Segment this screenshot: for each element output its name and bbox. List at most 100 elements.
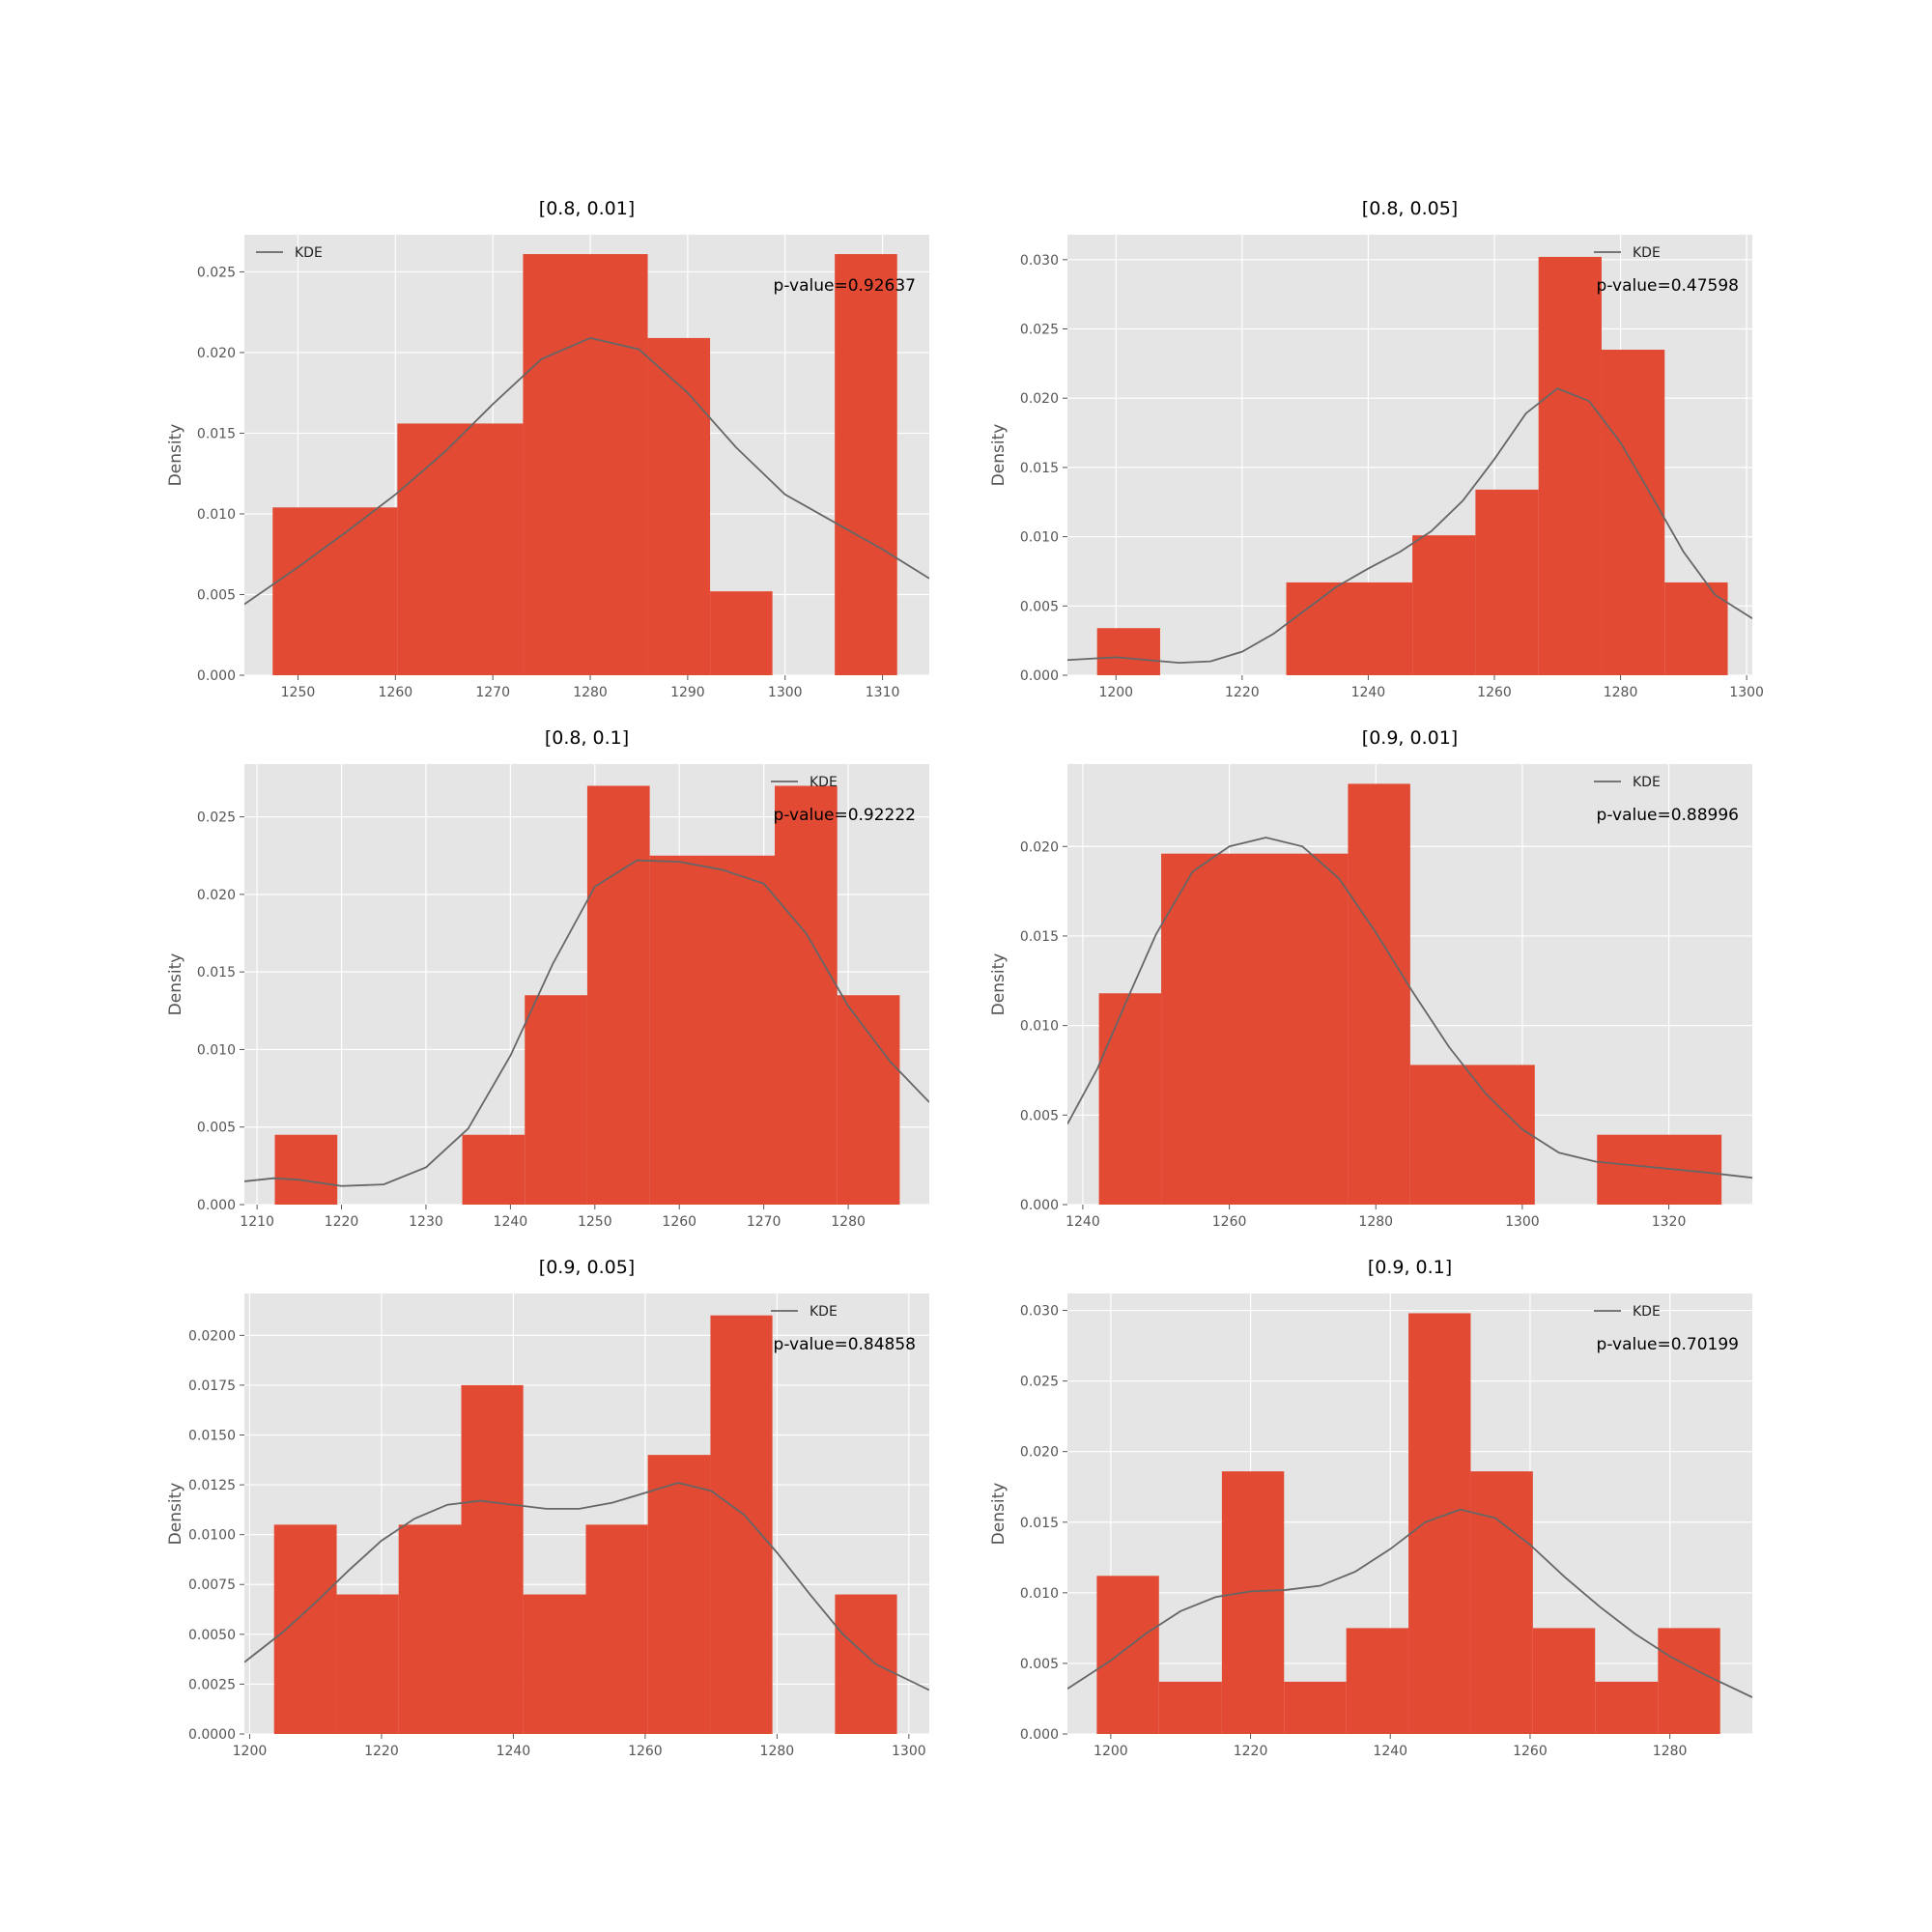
x-tick-label: 1290 [670,685,705,700]
histogram-bar [1096,1576,1159,1734]
histogram-bar [1096,628,1160,675]
p-value-annotation: p-value=0.92637 [774,276,916,296]
x-tick-label: 1200 [1094,1744,1128,1759]
y-tick-label: 0.005 [1020,1657,1059,1672]
y-tick-label: 0.015 [1020,929,1059,945]
x-tick-label: 1240 [1351,685,1386,700]
histogram-bar [1286,582,1413,675]
x-tick-label: 1240 [497,1744,531,1759]
x-tick-label: 1220 [1234,1744,1268,1759]
x-tick-label: 1300 [1505,1214,1540,1230]
legend-label: KDE [295,245,323,261]
histogram-bar [1284,1681,1347,1734]
legend-label: KDE [810,1304,838,1320]
histogram-bar [1658,1628,1720,1734]
histogram-bar [1348,783,1410,1205]
histogram-bar [523,1594,586,1734]
histogram-bar [1221,1471,1285,1734]
y-tick-label: 0.0000 [188,1727,236,1743]
y-tick-label: 0.005 [197,1121,236,1136]
histogram-bar [710,1315,773,1734]
histogram-bar [1475,489,1539,675]
x-tick-label: 1270 [475,685,510,700]
y-tick-label: 0.005 [197,587,236,603]
y-tick-label: 0.010 [1020,530,1059,546]
y-tick-label: 0.005 [1020,1108,1059,1123]
histogram-bar [710,591,773,675]
y-tick-label: 0.0050 [188,1628,236,1643]
histogram-bar [1098,993,1162,1205]
y-tick-label: 0.0200 [188,1328,236,1344]
histogram-bar [461,1384,524,1734]
y-tick-label: 0.000 [1020,1198,1059,1213]
y-tick-label: 0.0125 [188,1478,236,1493]
histogram-bar [462,1134,526,1205]
y-tick-label: 0.010 [1020,1019,1059,1035]
kde-line [244,859,929,1187]
x-tick-label: 1260 [1513,1744,1548,1759]
x-tick-label: 1220 [364,1744,399,1759]
x-tick-label: 1260 [379,685,413,700]
x-tick-label: 1240 [1065,1214,1100,1230]
histogram-bar [1601,350,1665,675]
legend-label: KDE [1633,1304,1661,1320]
x-tick-label: 1280 [1604,685,1638,700]
y-tick-label: 0.020 [1020,1445,1059,1461]
y-axis-label: Density [989,953,1009,1016]
x-tick-label: 1260 [1477,685,1512,700]
y-tick-label: 0.0025 [188,1677,236,1692]
y-tick-label: 0.0100 [188,1528,236,1544]
x-tick-label: 1230 [409,1214,443,1230]
y-axis-label: Density [166,424,185,487]
y-tick-label: 0.025 [197,265,236,280]
y-tick-label: 0.000 [197,1198,236,1213]
y-tick-label: 0.010 [1020,1586,1059,1602]
x-tick-label: 1200 [1098,685,1133,700]
x-tick-label: 1280 [1653,1744,1688,1759]
chart-title: [0.9, 0.01] [1362,727,1458,749]
y-axis-label: Density [989,424,1009,487]
histogram-bar [647,337,711,675]
x-tick-label: 1320 [1652,1214,1687,1230]
p-value-annotation: p-value=0.47598 [1597,276,1739,296]
x-tick-label: 1240 [494,1214,528,1230]
x-tick-label: 1220 [1225,685,1260,700]
y-tick-label: 0.025 [197,810,236,826]
chart-title: [0.9, 0.1] [1368,1257,1452,1278]
y-tick-label: 0.0150 [188,1428,236,1443]
x-tick-label: 1210 [240,1214,274,1230]
x-tick-label: 1260 [662,1214,696,1230]
histogram-panel: 1200 1220 1240 1260 1280 1300 0.000 0.005 0.010 0… [989,198,1764,700]
histogram-panel: 1200 1220 1240 1260 1280 1300 0.0000 0.0025 0.00… [166,1257,929,1759]
x-tick-label: 1300 [768,685,803,700]
histogram-bar [1595,1681,1659,1734]
histogram-bar [1158,1681,1222,1734]
histogram-bar [274,1134,338,1205]
y-tick-label: 0.000 [197,668,236,684]
histogram-panel: 1240 1260 1280 1300 1320 0.000 0.005 0.010 0.015… [989,727,1752,1230]
histogram-bar [523,254,648,675]
y-axis-label: Density [166,1483,185,1546]
p-value-annotation: p-value=0.88996 [1597,806,1739,825]
legend-label: KDE [1633,245,1661,261]
plot-content [1067,1313,1752,1734]
y-axis-label: Density [989,1483,1009,1546]
x-tick-label: 1300 [892,1744,926,1759]
y-tick-label: 0.0075 [188,1577,236,1593]
y-tick-label: 0.030 [1020,1304,1059,1320]
y-tick-label: 0.020 [1020,391,1059,407]
histogram-bar [775,785,838,1205]
x-tick-label: 1280 [760,1744,795,1759]
histogram-bar [649,855,776,1205]
x-tick-label: 1200 [233,1744,268,1759]
chart-title: [0.9, 0.05] [539,1257,635,1278]
histogram-bar [1664,582,1728,675]
histogram-bar [398,1524,462,1734]
kde-line [1067,1508,1752,1698]
kde-line [244,336,929,606]
y-tick-label: 0.015 [1020,461,1059,476]
x-tick-label: 1250 [281,685,316,700]
histogram-bar [273,1524,337,1734]
y-tick-label: 0.010 [197,1042,236,1058]
